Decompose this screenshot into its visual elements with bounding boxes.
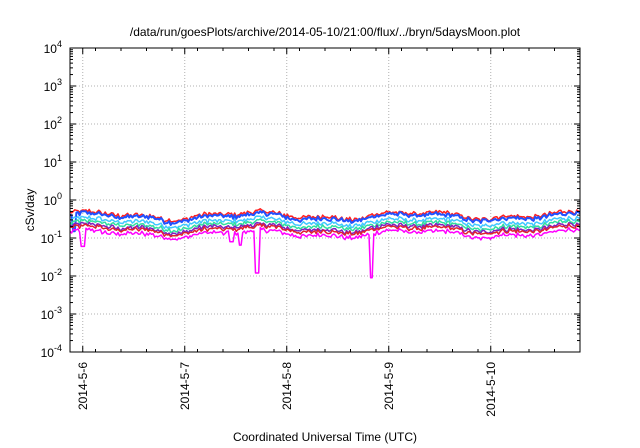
x-tick-label: 2014-5-9	[382, 362, 396, 410]
x-tick-label: 2014-5-8	[280, 362, 294, 410]
grid-lines	[70, 48, 580, 352]
y-tick-label: 10-2	[41, 267, 62, 284]
series-line	[69, 218, 581, 234]
x-tick-label: 2014-5-6	[76, 362, 90, 410]
x-tick-label: 2014-5-7	[178, 362, 192, 410]
chart-title: /data/run/goesPlots/archive/2014-05-10/2…	[130, 25, 521, 39]
x-tick-label: 2014-5-10	[484, 362, 498, 417]
y-axis-label: cSv/day	[23, 189, 37, 232]
series-line	[69, 215, 581, 230]
series-line	[69, 208, 581, 223]
y-tick-label: 102	[44, 115, 62, 132]
y-tick-label: 101	[44, 153, 62, 170]
y-tick-label: 104	[44, 39, 62, 56]
axis-ticks: 10-4 10-3 10-2 10-1 100 101 102 103 104 2014-5-6 2…	[41, 39, 581, 417]
x-axis-label: Coordinated Universal Time (UTC)	[233, 430, 417, 444]
y-tick-label: 10-1	[41, 229, 62, 246]
series-lines	[69, 208, 581, 279]
y-tick-label: 100	[44, 191, 62, 208]
series-line	[69, 226, 581, 279]
series-line	[69, 222, 581, 238]
y-tick-label: 103	[44, 77, 62, 94]
series-line	[69, 210, 581, 233]
y-tick-label: 10-3	[41, 305, 62, 322]
y-tick-label: 10-4	[41, 343, 62, 360]
